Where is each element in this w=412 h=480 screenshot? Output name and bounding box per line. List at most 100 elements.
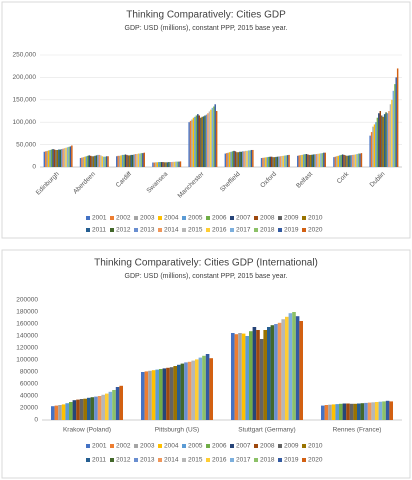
bar bbox=[381, 115, 383, 167]
bar bbox=[265, 157, 267, 167]
legend-label: 2019 bbox=[284, 457, 299, 464]
bar bbox=[56, 149, 59, 167]
bar bbox=[383, 114, 386, 167]
bar bbox=[90, 397, 95, 420]
bar bbox=[52, 149, 54, 167]
legend-swatch bbox=[206, 216, 210, 220]
legend-label: 2010 bbox=[308, 443, 323, 450]
legend-label: 2009 bbox=[284, 443, 299, 450]
legend-swatch bbox=[230, 458, 234, 462]
bar bbox=[197, 114, 199, 167]
legend-swatch bbox=[86, 216, 90, 220]
bar bbox=[373, 124, 376, 167]
bar bbox=[240, 151, 242, 167]
bar bbox=[115, 387, 120, 420]
bar bbox=[286, 155, 289, 167]
chart-title: Thinking Comparatively: Cities GDP (Inte… bbox=[94, 258, 318, 269]
bar bbox=[166, 162, 169, 167]
bar bbox=[328, 404, 332, 420]
legend-label: 2020 bbox=[308, 457, 323, 464]
bar bbox=[391, 99, 393, 167]
bar bbox=[49, 149, 51, 167]
bar bbox=[139, 153, 141, 167]
bar bbox=[112, 390, 116, 420]
bar bbox=[341, 154, 344, 167]
bar bbox=[205, 114, 208, 167]
bar bbox=[202, 116, 205, 167]
bar bbox=[101, 394, 105, 420]
bar bbox=[230, 151, 232, 167]
bar bbox=[189, 120, 192, 167]
legend-swatch bbox=[278, 458, 282, 462]
legend-label: 2012 bbox=[116, 227, 131, 234]
bar bbox=[349, 403, 354, 420]
bar bbox=[158, 162, 160, 167]
bar bbox=[153, 162, 156, 167]
bar bbox=[148, 370, 152, 420]
bar bbox=[360, 403, 365, 420]
legend-swatch bbox=[182, 228, 186, 232]
bar bbox=[357, 403, 361, 420]
bar bbox=[339, 403, 343, 420]
bar bbox=[131, 154, 134, 167]
y-tick-label: 80000 bbox=[20, 369, 38, 376]
bar bbox=[65, 147, 67, 167]
bar bbox=[246, 150, 248, 167]
legend-swatch bbox=[182, 458, 186, 462]
bar bbox=[388, 111, 390, 167]
bar bbox=[302, 154, 305, 167]
bar bbox=[47, 150, 50, 167]
legend-label: 2014 bbox=[164, 457, 179, 464]
y-tick-label: 100000 bbox=[16, 357, 38, 364]
bar bbox=[172, 161, 174, 167]
bar bbox=[210, 109, 212, 167]
bar bbox=[171, 162, 173, 167]
bar bbox=[342, 403, 347, 420]
bar bbox=[95, 155, 98, 167]
bar bbox=[213, 106, 215, 167]
bar bbox=[54, 405, 59, 420]
bar bbox=[71, 145, 73, 167]
legend-swatch bbox=[254, 444, 258, 448]
bar bbox=[228, 152, 231, 167]
bar bbox=[200, 117, 202, 167]
legend-swatch bbox=[158, 458, 162, 462]
legend-swatch bbox=[278, 216, 282, 220]
y-tick-label: 100,000 bbox=[13, 119, 37, 126]
bar bbox=[367, 402, 372, 420]
bar bbox=[334, 156, 337, 167]
legend-label: 2001 bbox=[92, 443, 107, 450]
bar bbox=[356, 154, 358, 167]
bar bbox=[156, 162, 159, 167]
bar bbox=[239, 151, 241, 167]
legend-swatch bbox=[110, 216, 114, 220]
bar bbox=[102, 156, 105, 167]
bar bbox=[137, 153, 140, 167]
bar bbox=[321, 405, 325, 420]
bar bbox=[207, 113, 209, 167]
bar bbox=[51, 406, 55, 420]
bar bbox=[94, 396, 98, 420]
bar bbox=[375, 122, 377, 167]
bar bbox=[275, 156, 277, 167]
bar bbox=[104, 156, 106, 167]
bar bbox=[259, 339, 264, 420]
chart-subtitle: GDP: USD (millions), constant PPP, 2015 … bbox=[125, 273, 288, 280]
legend-label: 2014 bbox=[164, 227, 179, 234]
y-tick-label: 20000 bbox=[20, 405, 38, 412]
legend-label: 2016 bbox=[212, 457, 227, 464]
bar bbox=[162, 368, 167, 420]
bar bbox=[81, 157, 83, 167]
bar bbox=[227, 152, 229, 167]
bar bbox=[252, 149, 254, 167]
bar bbox=[238, 333, 242, 420]
bar bbox=[173, 161, 176, 167]
bar bbox=[136, 154, 138, 167]
legend-swatch bbox=[206, 458, 210, 462]
bar bbox=[117, 155, 119, 167]
bar bbox=[209, 358, 213, 420]
bar bbox=[107, 156, 109, 167]
bar bbox=[394, 84, 396, 167]
bar bbox=[244, 150, 247, 167]
bar bbox=[191, 360, 195, 420]
